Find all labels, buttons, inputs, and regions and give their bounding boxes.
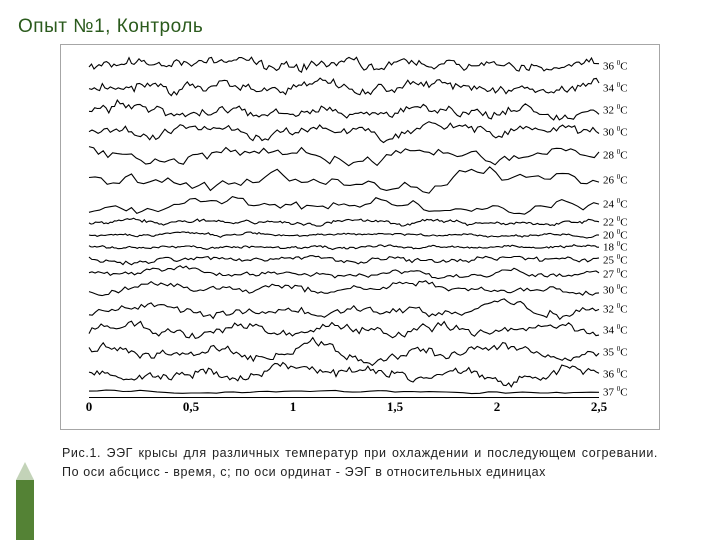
x-tick: 0 [86,399,93,415]
trace-label: 34 0C [603,81,628,95]
trace-svg [89,299,599,319]
trace-label: 27 0C [603,267,628,281]
trace-row: 26 0C [89,167,599,193]
trace-label: 30 0C [603,283,628,297]
trace-row: 22 0C [89,215,599,229]
trace-label: 32 0C [603,103,628,117]
trace-label: 28 0C [603,148,628,162]
trace-row: 35 0C [89,341,599,363]
trace-label: 26 0C [603,173,628,187]
trace-row: 34 0C [89,319,599,341]
trace-svg [89,193,599,215]
trace-svg [89,167,599,193]
slide-title: Опыт №1, Контроль [18,16,203,38]
trace-row: 36 0C [89,363,599,385]
figure-caption: Рис.1. ЭЭГ крысы для различных температу… [62,444,658,483]
x-tick: 1 [290,399,297,415]
trace-svg [89,281,599,299]
trace-row: 32 0C [89,99,599,121]
trace-svg [89,121,599,143]
trace-label: 35 0C [603,345,628,359]
trace-row: 24 0C [89,193,599,215]
trace-label: 24 0C [603,197,628,211]
trace-row: 34 0C [89,77,599,99]
trace-label: 18 0C [603,240,628,254]
trace-svg [89,77,599,99]
accent-bar [16,480,34,540]
trace-label: 36 0C [603,367,628,381]
trace-row: 18 0C [89,241,599,253]
trace-svg [89,55,599,77]
x-tick: 1,5 [387,399,403,415]
trace-svg [89,267,599,281]
trace-svg [89,215,599,229]
trace-svg [89,319,599,341]
trace-label: 36 0C [603,59,628,73]
x-tick: 2 [494,399,501,415]
trace-svg [89,99,599,121]
trace-row: 32 0C [89,299,599,319]
trace-row: 36 0C [89,55,599,77]
trace-row: 28 0C [89,143,599,167]
trace-svg [89,253,599,267]
trace-label: 30 0C [603,125,628,139]
trace-label: 22 0C [603,215,628,229]
x-tick: 2,5 [591,399,607,415]
trace-row: 27 0C [89,267,599,281]
trace-label: 37 0C [603,385,628,399]
trace-row: 25 0C [89,253,599,267]
trace-row: 30 0C [89,121,599,143]
trace-label: 32 0C [603,302,628,316]
eeg-chart: 36 0C34 0C32 0C30 0C28 0C26 0C24 0C22 0C… [60,44,660,430]
trace-svg [89,341,599,363]
x-tick: 0,5 [183,399,199,415]
plot-area: 36 0C34 0C32 0C30 0C28 0C26 0C24 0C22 0C… [89,55,599,397]
trace-svg [89,241,599,253]
trace-row: 20 0C [89,229,599,241]
trace-svg [89,143,599,167]
trace-label: 25 0C [603,253,628,267]
trace-svg [89,229,599,241]
accent-triangle [16,462,34,480]
x-axis: 00,511,522,5 [89,399,599,415]
x-axis-line [89,397,599,398]
trace-svg [89,363,599,385]
trace-row: 30 0C [89,281,599,299]
trace-label: 34 0C [603,323,628,337]
